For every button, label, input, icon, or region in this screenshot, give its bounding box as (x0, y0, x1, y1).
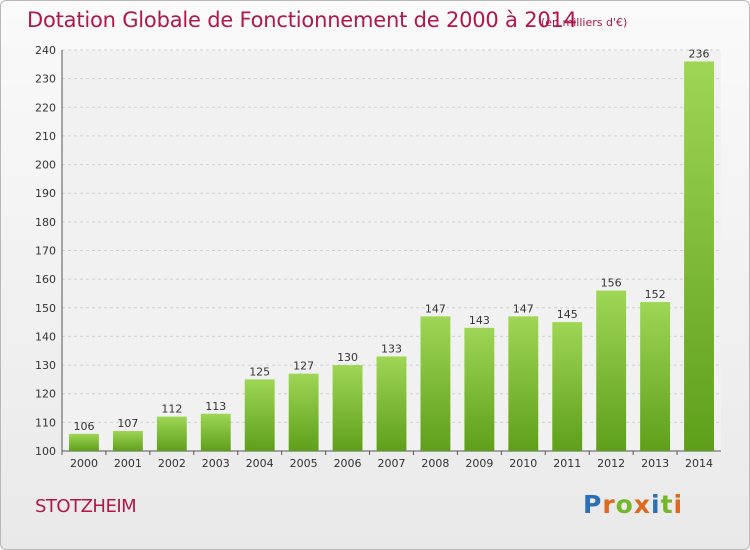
bar-2001 (112, 430, 143, 451)
data-label: 156 (601, 277, 622, 290)
x-tick-label: 2014 (685, 457, 713, 470)
y-tick-label: 180 (35, 216, 56, 229)
bar-2005 (288, 373, 319, 451)
chart-title: Dotation Globale de Fonctionnement de 20… (27, 8, 577, 32)
y-tick-label: 120 (35, 388, 56, 401)
data-label: 236 (689, 47, 710, 60)
x-tick-label: 2006 (334, 457, 362, 470)
x-tick-label: 2012 (597, 457, 625, 470)
bar-2014 (684, 61, 714, 451)
data-label: 133 (381, 342, 402, 355)
data-label: 112 (161, 403, 182, 416)
logo-letter: r (602, 490, 616, 519)
x-tick-label: 2013 (641, 457, 669, 470)
chart-subtitle: (en milliers d'€) (541, 16, 628, 29)
x-tick-label: 2009 (465, 457, 493, 470)
data-label: 130 (337, 351, 358, 364)
data-label: 125 (249, 365, 270, 378)
y-tick-label: 210 (35, 130, 56, 143)
bar-2004 (244, 379, 275, 451)
y-tick-label: 240 (35, 44, 56, 57)
x-tick-label: 2004 (246, 457, 274, 470)
x-tick-label: 2002 (158, 457, 186, 470)
y-tick-label: 190 (35, 187, 56, 200)
data-label: 152 (645, 288, 666, 301)
x-tick-label: 2001 (114, 457, 142, 470)
bar-2013 (640, 302, 671, 451)
x-tick-label: 2000 (70, 457, 98, 470)
logo-letter: x (633, 490, 651, 519)
y-tick-label: 130 (35, 359, 56, 372)
bar-2012 (596, 290, 627, 451)
data-label: 127 (293, 360, 314, 373)
y-tick-label: 220 (35, 101, 56, 114)
data-label: 147 (425, 302, 446, 315)
commune-name: STOTZHEIM (35, 496, 137, 517)
bar-2006 (332, 365, 363, 451)
bar-2003 (200, 413, 231, 451)
data-label: 106 (73, 420, 94, 433)
logo-letter: o (615, 490, 634, 519)
logo-letter: P (583, 490, 603, 519)
x-tick-label: 2011 (553, 457, 581, 470)
x-tick-label: 2007 (378, 457, 406, 470)
bar-2009 (464, 327, 495, 451)
logo-letter: i (651, 490, 661, 519)
y-tick-label: 110 (35, 416, 56, 429)
proxiti-logo: Proxiti (583, 490, 683, 519)
y-tick-label: 230 (35, 73, 56, 86)
bar-2011 (552, 322, 583, 451)
logo-letter: t (660, 490, 674, 519)
x-tick-label: 2010 (509, 457, 537, 470)
x-tick-label: 2008 (421, 457, 449, 470)
data-label: 145 (557, 308, 578, 321)
y-tick-label: 140 (35, 330, 56, 343)
y-tick-label: 150 (35, 302, 56, 315)
bar-2007 (376, 356, 407, 451)
bar-2000 (69, 433, 99, 451)
y-tick-label: 170 (35, 245, 56, 258)
data-label: 143 (469, 314, 490, 327)
bar-2008 (420, 316, 451, 451)
data-label: 113 (205, 400, 226, 413)
x-tick-label: 2005 (290, 457, 318, 470)
logo-letter: i (673, 490, 684, 519)
y-tick-label: 160 (35, 273, 56, 286)
bar-2010 (508, 316, 539, 451)
data-label: 107 (117, 417, 138, 430)
y-tick-label: 200 (35, 159, 56, 172)
x-tick-label: 2003 (202, 457, 230, 470)
y-tick-label: 100 (35, 445, 56, 458)
bar-2002 (156, 416, 187, 451)
data-label: 147 (513, 302, 534, 315)
